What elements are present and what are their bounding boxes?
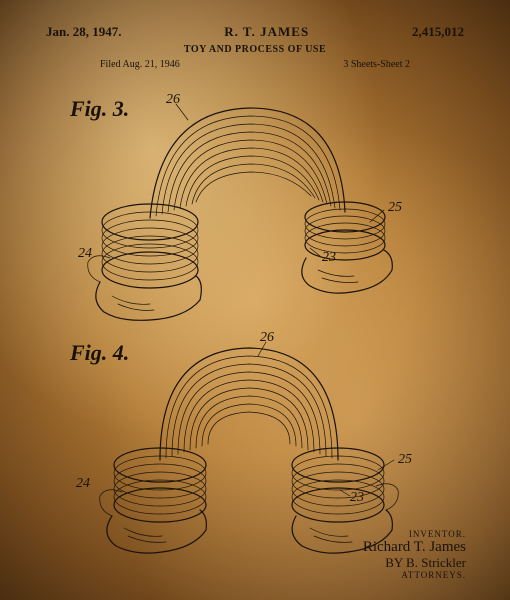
patent-page: Jan. 28, 1947. R. T. JAMES 2,415,012 TOY…: [0, 0, 510, 600]
inventor-signature: Richard T. James: [363, 539, 466, 556]
inventor-label: INVENTOR.: [363, 529, 466, 539]
signature-block: INVENTOR. Richard T. James BY B. Strickl…: [363, 529, 466, 580]
attorneys-label: ATTORNEYS.: [363, 570, 466, 580]
figure-4-drawing: [100, 342, 399, 553]
figure-3-drawing: [88, 104, 393, 320]
patent-drawings: [0, 0, 510, 600]
attorney-signature: BY B. Strickler: [363, 556, 466, 570]
